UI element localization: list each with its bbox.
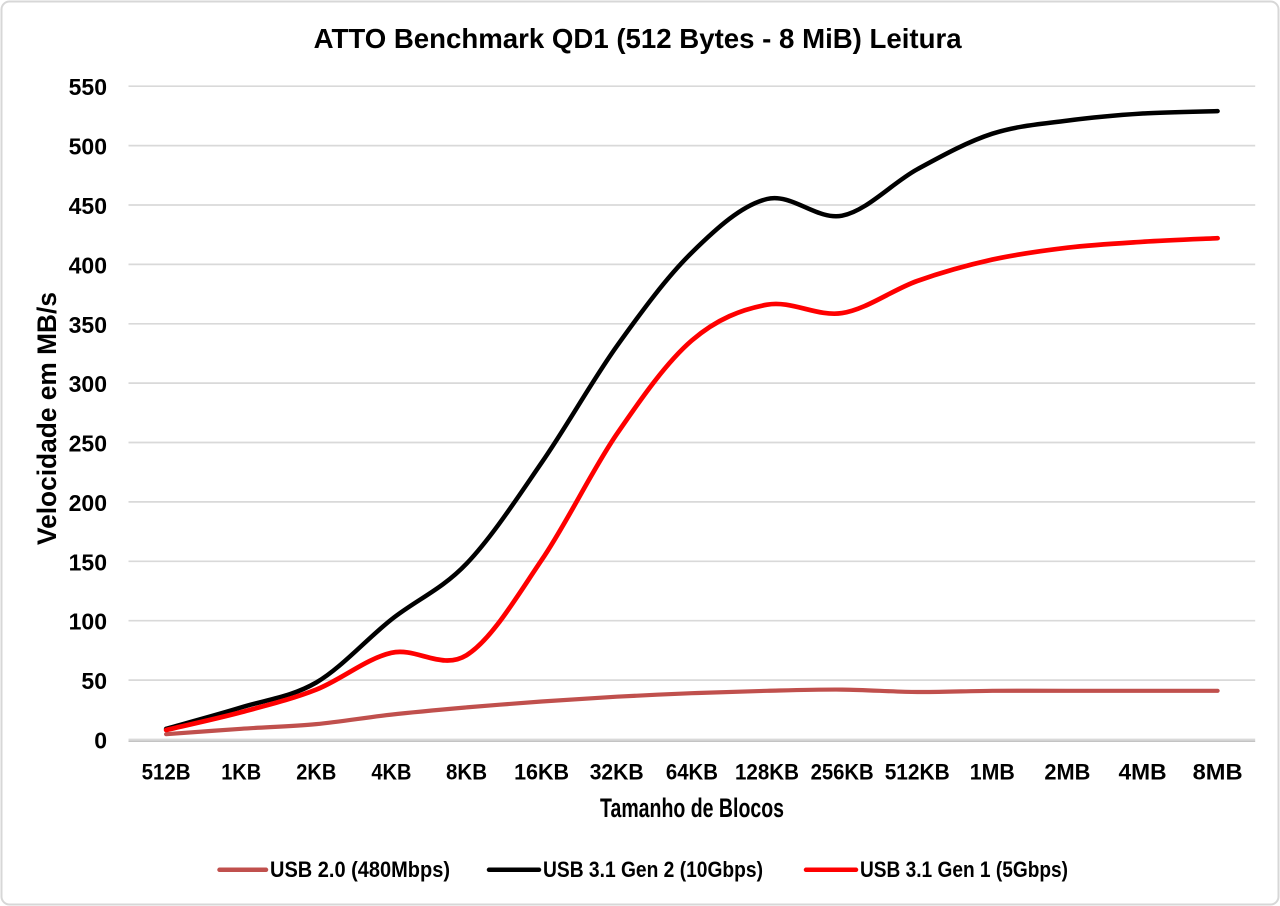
svg-text:550: 550 — [69, 74, 107, 100]
svg-text:512KB: 512KB — [885, 760, 950, 785]
svg-text:32KB: 32KB — [590, 760, 644, 785]
svg-text:USB 3.1 Gen 1 (5Gbps): USB 3.1 Gen 1 (5Gbps) — [860, 857, 1068, 882]
svg-text:200: 200 — [69, 490, 107, 516]
svg-text:2MB: 2MB — [1044, 760, 1090, 785]
svg-text:400: 400 — [69, 252, 107, 278]
svg-text:500: 500 — [69, 134, 107, 160]
svg-text:300: 300 — [69, 371, 107, 397]
svg-text:USB 3.1 Gen 2 (10Gbps): USB 3.1 Gen 2 (10Gbps) — [543, 857, 763, 882]
svg-text:1KB: 1KB — [221, 760, 261, 785]
svg-text:ATTO Benchmark QD1 (512 Bytes: ATTO Benchmark QD1 (512 Bytes - 8 MiB) L… — [314, 23, 962, 54]
svg-text:8MB: 8MB — [1193, 760, 1243, 785]
svg-text:USB 2.0 (480Mbps): USB 2.0 (480Mbps) — [270, 857, 450, 882]
svg-text:512B: 512B — [142, 760, 191, 785]
svg-text:150: 150 — [69, 549, 107, 575]
svg-text:100: 100 — [69, 609, 107, 635]
svg-text:450: 450 — [69, 193, 107, 219]
svg-text:4MB: 4MB — [1119, 760, 1167, 785]
svg-text:1MB: 1MB — [970, 760, 1015, 785]
svg-text:0: 0 — [94, 728, 107, 754]
svg-text:8KB: 8KB — [446, 760, 487, 785]
svg-text:350: 350 — [69, 312, 107, 338]
svg-text:Velocidade em MB/s: Velocidade em MB/s — [32, 292, 62, 545]
svg-text:64KB: 64KB — [666, 760, 718, 785]
svg-text:128KB: 128KB — [735, 760, 799, 785]
svg-text:256KB: 256KB — [811, 760, 874, 785]
svg-text:16KB: 16KB — [514, 760, 569, 785]
svg-text:4KB: 4KB — [371, 760, 411, 785]
svg-text:250: 250 — [69, 431, 107, 457]
svg-text:2KB: 2KB — [296, 760, 336, 785]
svg-text:Tamanho de Blocos: Tamanho de Blocos — [600, 793, 784, 823]
svg-text:50: 50 — [81, 668, 107, 694]
